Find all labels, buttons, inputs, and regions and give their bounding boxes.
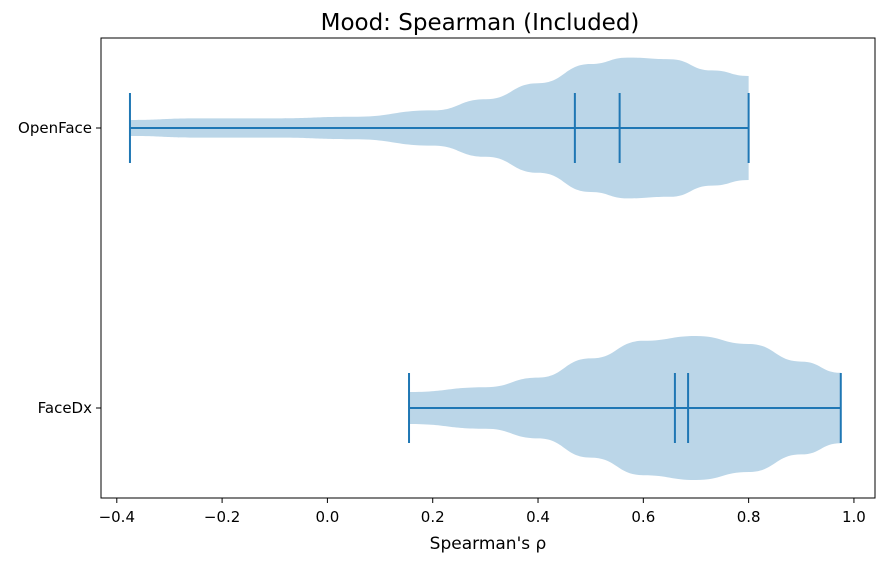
x-axis-title: Spearman's ρ: [430, 534, 547, 554]
x-tick-label: 1.0: [842, 508, 866, 526]
x-tick-label: −0.4: [99, 508, 135, 526]
x-tick-label: 0.2: [421, 508, 445, 526]
y-tick-label: FaceDx: [38, 399, 92, 417]
x-tick-label: 0.0: [315, 508, 339, 526]
x-axis: −0.4 −0.2 0.0 0.2 0.4 0.6 0.8 1.0: [99, 498, 866, 526]
y-tick-label: OpenFace: [18, 119, 92, 137]
chart-title: Mood: Spearman (Included): [321, 10, 640, 36]
plot-frame: [100, 37, 876, 499]
y-axis: FaceDx OpenFace: [18, 119, 101, 417]
violin-facedx: [408, 336, 842, 480]
x-tick-label: −0.2: [204, 508, 240, 526]
plot-area: [128, 57, 842, 480]
x-tick-label: 0.8: [737, 508, 761, 526]
violin-openface: [128, 57, 750, 199]
x-tick-label: 0.6: [631, 508, 655, 526]
x-tick-label: 0.4: [526, 508, 550, 526]
